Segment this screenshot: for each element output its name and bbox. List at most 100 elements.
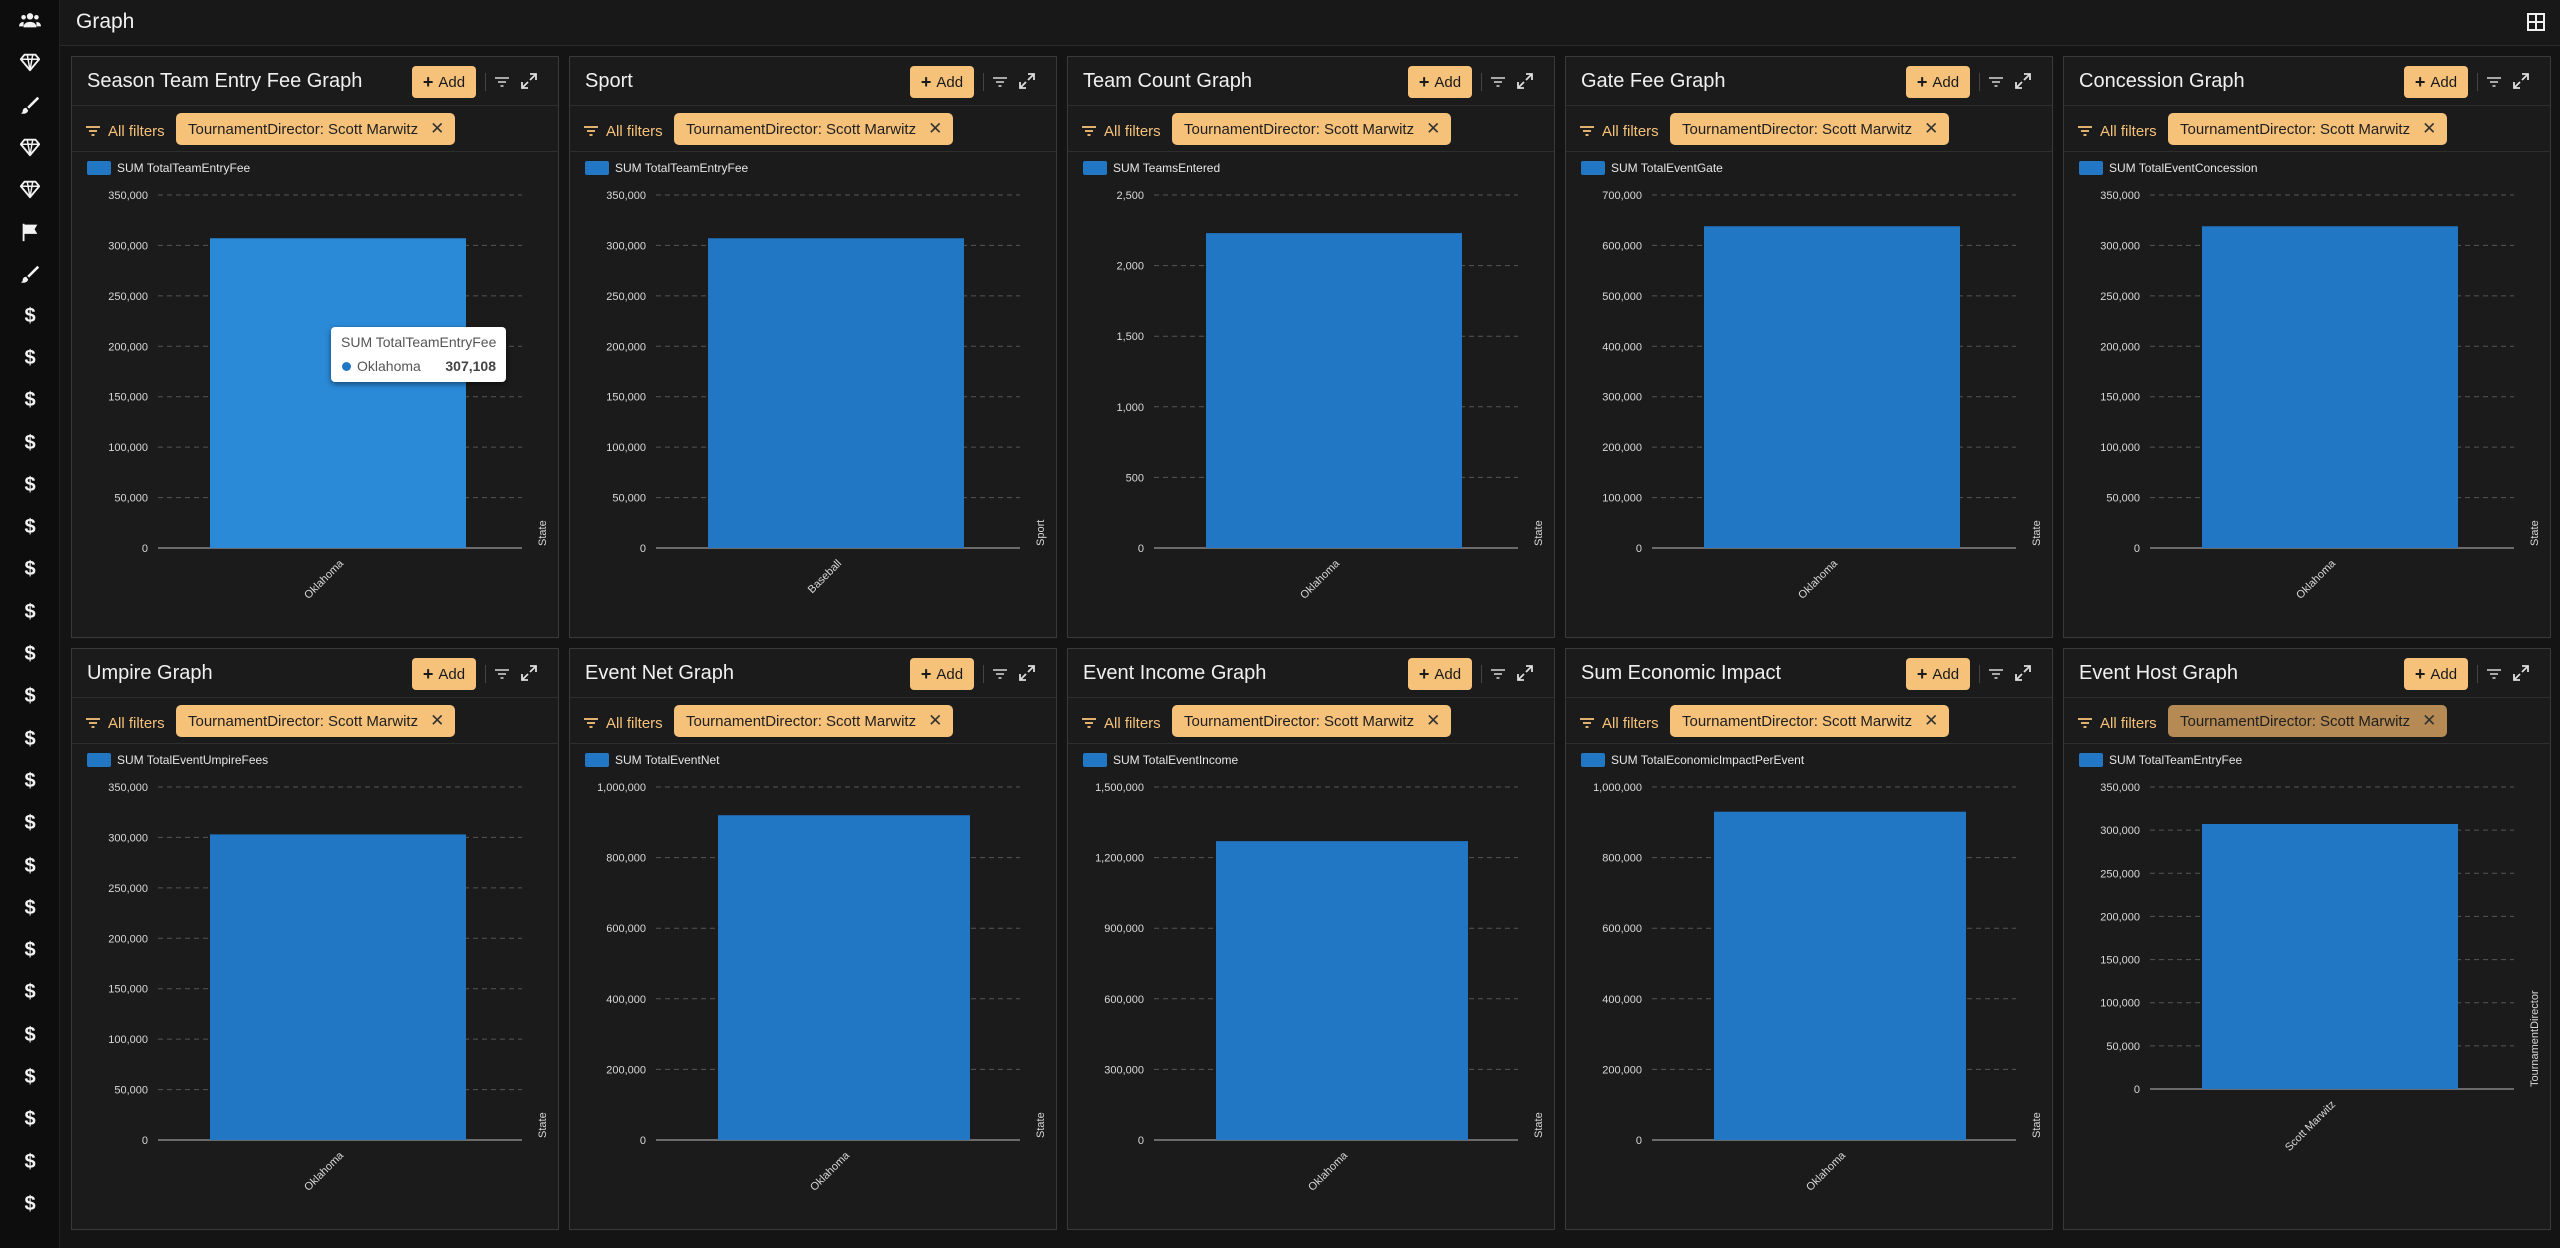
bar[interactable] [1216, 841, 1468, 1140]
expand-icon[interactable] [2014, 664, 2032, 682]
add-button[interactable]: + Add [910, 66, 974, 98]
add-button[interactable]: + Add [1906, 66, 1970, 98]
close-icon[interactable]: ✕ [1924, 119, 1939, 138]
dollar-icon[interactable]: $ [0, 683, 60, 711]
close-icon[interactable]: ✕ [430, 119, 445, 138]
dollar-icon[interactable]: $ [0, 979, 60, 1007]
all-filters-button[interactable]: All filters [84, 714, 165, 732]
add-button[interactable]: + Add [412, 658, 476, 690]
filter-icon[interactable] [1489, 73, 1507, 91]
filter-icon[interactable] [493, 665, 511, 683]
filter-icon[interactable] [2485, 665, 2503, 683]
legend-item[interactable]: SUM TotalEventIncome [1083, 753, 1238, 767]
dollar-icon[interactable]: $ [0, 344, 60, 372]
dollar-icon[interactable]: $ [0, 302, 60, 330]
dollar-icon[interactable]: $ [0, 1064, 60, 1092]
all-filters-button[interactable]: All filters [1578, 714, 1659, 732]
close-icon[interactable]: ✕ [1924, 711, 1939, 730]
expand-icon[interactable] [520, 664, 538, 682]
legend-item[interactable]: SUM TeamsEntered [1083, 161, 1220, 175]
all-filters-button[interactable]: All filters [582, 714, 663, 732]
filter-chip[interactable]: TournamentDirector: Scott Marwitz ✕ [176, 113, 456, 145]
all-filters-button[interactable]: All filters [1578, 122, 1659, 140]
dollar-icon[interactable]: $ [0, 641, 60, 669]
filter-chip[interactable]: TournamentDirector: Scott Marwitz ✕ [2168, 113, 2448, 145]
bar[interactable] [210, 834, 466, 1140]
close-icon[interactable]: ✕ [1426, 711, 1441, 730]
layout-grid-icon[interactable] [2526, 12, 2546, 32]
bar[interactable] [718, 815, 970, 1140]
expand-icon[interactable] [1018, 664, 1036, 682]
legend-item[interactable]: SUM TotalTeamEntryFee [87, 161, 250, 175]
diamond-icon[interactable] [0, 175, 60, 203]
legend-item[interactable]: SUM TotalEventUmpireFees [87, 753, 268, 767]
close-icon[interactable]: ✕ [928, 711, 943, 730]
dollar-icon[interactable]: $ [0, 556, 60, 584]
all-filters-button[interactable]: All filters [2076, 122, 2157, 140]
legend-item[interactable]: SUM TotalTeamEntryFee [2079, 753, 2242, 767]
add-button[interactable]: + Add [910, 658, 974, 690]
dollar-icon[interactable]: $ [0, 894, 60, 922]
legend-item[interactable]: SUM TotalEconomicImpactPerEvent [1581, 753, 1804, 767]
filter-icon[interactable] [1489, 665, 1507, 683]
bar[interactable] [2202, 226, 2458, 548]
dollar-icon[interactable]: $ [0, 1148, 60, 1176]
users-icon[interactable] [0, 6, 60, 34]
diamond-icon[interactable] [0, 48, 60, 76]
expand-icon[interactable] [1516, 664, 1534, 682]
legend-item[interactable]: SUM TotalEventNet [585, 753, 720, 767]
filter-icon[interactable] [991, 73, 1009, 91]
filter-chip[interactable]: TournamentDirector: Scott Marwitz ✕ [1172, 113, 1452, 145]
dollar-icon[interactable]: $ [0, 725, 60, 753]
filter-icon[interactable] [2485, 73, 2503, 91]
expand-icon[interactable] [1516, 72, 1534, 90]
legend-item[interactable]: SUM TotalEventConcession [2079, 161, 2258, 175]
expand-icon[interactable] [520, 72, 538, 90]
close-icon[interactable]: ✕ [2422, 119, 2437, 138]
filter-icon[interactable] [493, 73, 511, 91]
dollar-icon[interactable]: $ [0, 937, 60, 965]
all-filters-button[interactable]: All filters [1080, 714, 1161, 732]
bar[interactable] [1714, 811, 1966, 1140]
bar[interactable] [210, 238, 466, 548]
dollar-icon[interactable]: $ [0, 471, 60, 499]
bar[interactable] [1704, 226, 1960, 548]
dollar-icon[interactable]: $ [0, 514, 60, 542]
dollar-icon[interactable]: $ [0, 767, 60, 795]
filter-icon[interactable] [1987, 73, 2005, 91]
all-filters-button[interactable]: All filters [84, 122, 165, 140]
filter-icon[interactable] [1987, 665, 2005, 683]
close-icon[interactable]: ✕ [928, 119, 943, 138]
expand-icon[interactable] [2014, 72, 2032, 90]
brush-icon[interactable] [0, 91, 60, 119]
filter-chip[interactable]: TournamentDirector: Scott Marwitz ✕ [176, 705, 456, 737]
filter-chip[interactable]: TournamentDirector: Scott Marwitz ✕ [1670, 113, 1950, 145]
filter-chip[interactable]: TournamentDirector: Scott Marwitz ✕ [2168, 705, 2448, 737]
all-filters-button[interactable]: All filters [582, 122, 663, 140]
dollar-icon[interactable]: $ [0, 429, 60, 457]
add-button[interactable]: + Add [1408, 658, 1472, 690]
filter-chip[interactable]: TournamentDirector: Scott Marwitz ✕ [674, 705, 954, 737]
bar[interactable] [2202, 824, 2458, 1089]
close-icon[interactable]: ✕ [430, 711, 445, 730]
diamond-icon[interactable] [0, 133, 60, 161]
filter-chip[interactable]: TournamentDirector: Scott Marwitz ✕ [1670, 705, 1950, 737]
legend-item[interactable]: SUM TotalEventGate [1581, 161, 1723, 175]
add-button[interactable]: + Add [1408, 66, 1472, 98]
add-button[interactable]: + Add [1906, 658, 1970, 690]
filter-chip[interactable]: TournamentDirector: Scott Marwitz ✕ [674, 113, 954, 145]
expand-icon[interactable] [2512, 664, 2530, 682]
filter-chip[interactable]: TournamentDirector: Scott Marwitz ✕ [1172, 705, 1452, 737]
close-icon[interactable]: ✕ [1426, 119, 1441, 138]
flag-icon[interactable] [0, 218, 60, 246]
all-filters-button[interactable]: All filters [1080, 122, 1161, 140]
close-icon[interactable]: ✕ [2422, 711, 2437, 730]
legend-item[interactable]: SUM TotalTeamEntryFee [585, 161, 748, 175]
filter-icon[interactable] [991, 665, 1009, 683]
expand-icon[interactable] [1018, 72, 1036, 90]
dollar-icon[interactable]: $ [0, 810, 60, 838]
bar[interactable] [1206, 233, 1462, 548]
dollar-icon[interactable]: $ [0, 852, 60, 880]
bar[interactable] [708, 238, 964, 548]
dollar-icon[interactable]: $ [0, 387, 60, 415]
